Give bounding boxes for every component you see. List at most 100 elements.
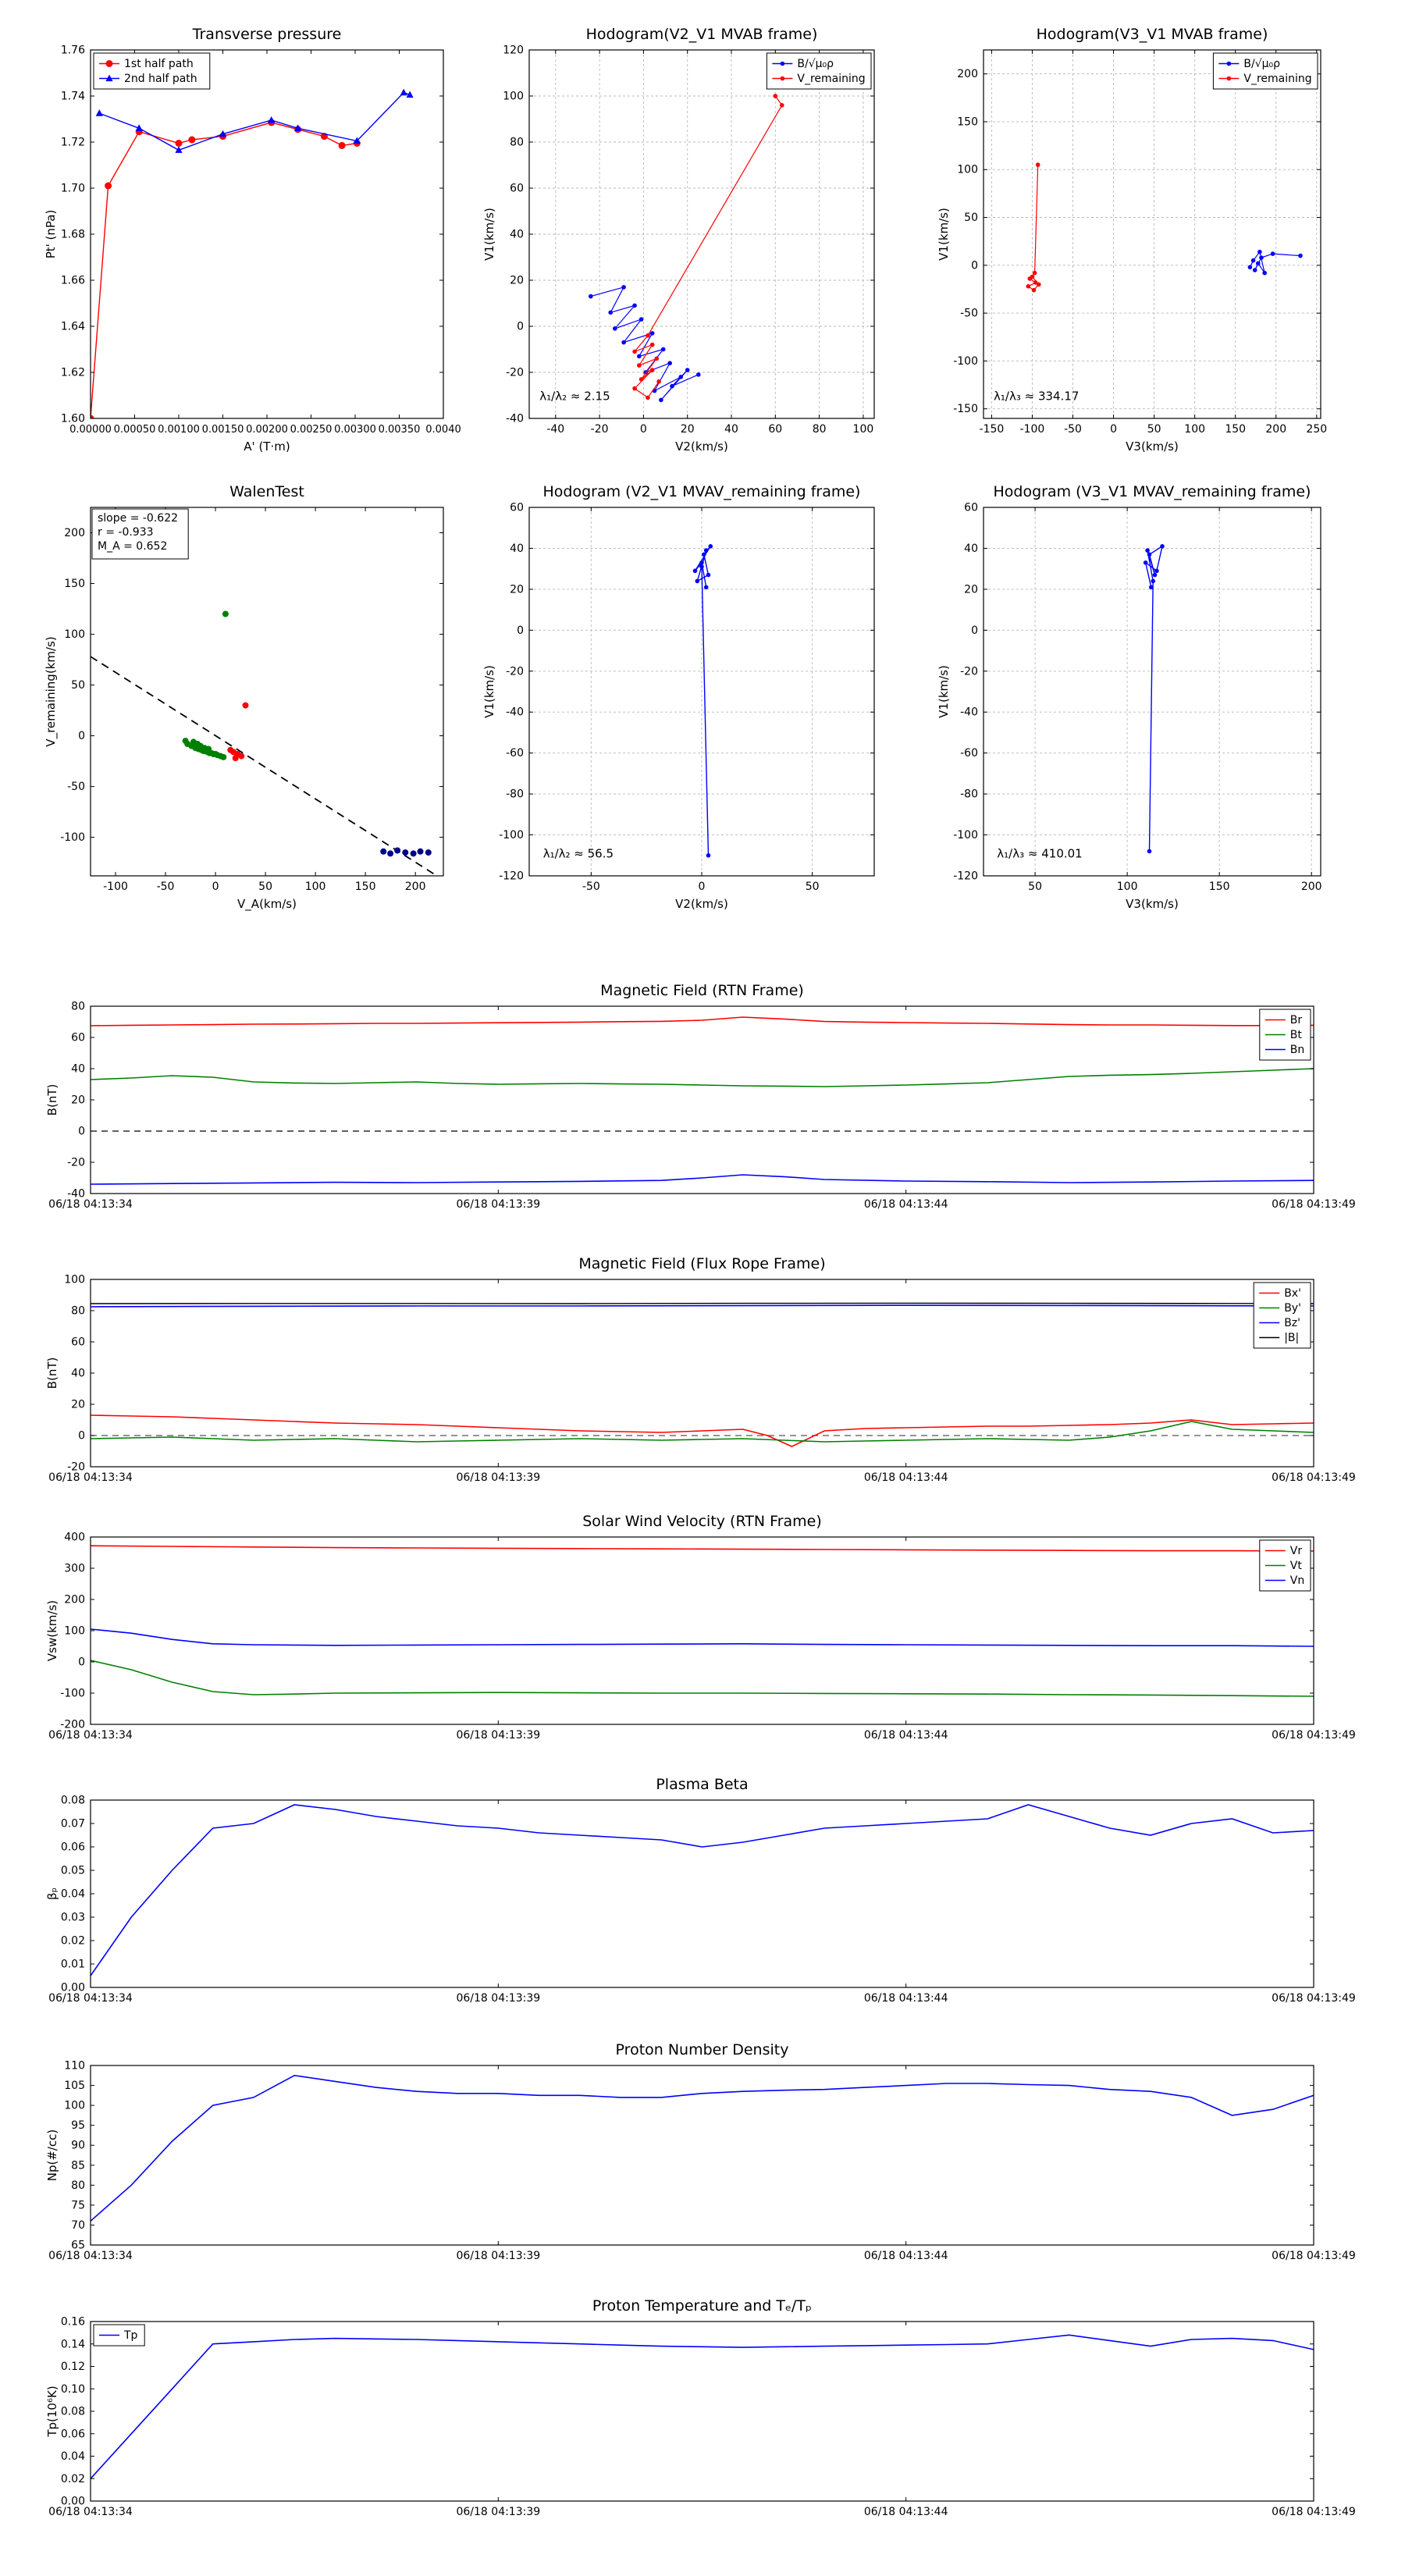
x-axis-label: A' (T·m) [244, 439, 290, 454]
x-tick-label: 80 [813, 423, 827, 436]
y-tick-label: 60 [964, 502, 978, 514]
y-tick-label: -100 [953, 355, 978, 368]
x-tick-label: 0.00300 [334, 424, 376, 436]
x-tick-label: -50 [157, 881, 175, 893]
chart-title: Proton Temperature and Tₑ/Tₚ [592, 2297, 812, 2314]
y-tick-label: -50 [67, 781, 85, 793]
x-tick-label: -40 [546, 423, 564, 436]
y-tick-label: 0.14 [61, 2338, 85, 2350]
x-tick-label: 06/18 04:13:34 [48, 2506, 133, 2518]
transverse-pressure-series-1st half path [91, 122, 357, 418]
lambda-ratio-annotation: λ₁/λ₂ ≈ 56.5 [543, 846, 614, 860]
mag-rtn-series-Br [91, 1016, 1314, 1026]
hodogram-v2v1-mvav-series-B [694, 546, 711, 856]
y-tick-label: 40 [510, 543, 524, 555]
y-tick-label: 0.12 [61, 2361, 85, 2373]
y-tick-label: 100 [957, 164, 978, 176]
mag-fluxrope-series-|B| [91, 1302, 1314, 1304]
y-tick-label: 120 [503, 44, 524, 57]
x-axis-label: V3(km/s) [1126, 897, 1179, 911]
walen-test-markers-red-points [227, 702, 249, 762]
proton-temperature-chart: 06/18 04:13:34 06/18 04:13:39 06/18 04:13:… [42, 2295, 1400, 2521]
y-tick-label: 0.02 [61, 1935, 85, 1948]
y-tick-label: 300 [64, 1563, 85, 1575]
y-tick-label: -80 [960, 788, 978, 801]
x-tick-label: -50 [1064, 423, 1082, 436]
hodogram-v2v1-mvab-svg: -40 -20 0 20 40 60 80 100 -40 -20 0 20 40 60 80 100 120 H… [482, 26, 875, 454]
y-tick-label: 1.66 [61, 275, 85, 287]
y-tick-label: 0.00 [61, 2496, 85, 2508]
y-tick-label: 0.05 [61, 1865, 85, 1877]
y-tick-label: 95 [71, 2119, 85, 2132]
transverse-pressure-chart: 0.00000 0.00050 0.00100 0.00150 0.00200 0.002… [41, 19, 467, 456]
solar-wind-velocity-chart: 06/18 04:13:34 06/18 04:13:39 06/18 04:13:… [42, 1510, 1400, 1745]
x-tick-label: 50 [258, 881, 272, 893]
hodogram-v3v1-mvav-series-B [1144, 545, 1164, 852]
y-tick-label: -60 [960, 747, 978, 760]
y-tick-label: -50 [960, 308, 978, 320]
x-tick-label: 40 [724, 423, 738, 436]
y-tick-label: 80 [71, 2179, 85, 2192]
y-tick-label: 100 [503, 91, 524, 103]
x-tick-label: 100 [853, 423, 874, 436]
x-axis-label: V_A(km/s) [237, 897, 297, 912]
y-tick-label: 60 [71, 1336, 85, 1349]
chart-title: Transverse pressure [192, 26, 342, 43]
vsw-rtn-series-Vt [91, 1660, 1314, 1697]
y-tick-label: 60 [510, 183, 524, 195]
chart-title: Hodogram(V2_V1 MVAB frame) [586, 26, 818, 43]
y-axis-label: V1(km/s) [482, 208, 496, 261]
x-tick-label: 0.00000 [69, 424, 112, 436]
transverse-pressure-svg: 0.00000 0.00050 0.00100 0.00150 0.00200 0.002… [44, 26, 461, 454]
legend-label: Vr [1290, 1545, 1303, 1557]
legend-box [1253, 1282, 1311, 1349]
x-tick-label: 0.0040 [425, 424, 461, 436]
legend-label: |B| [1284, 1332, 1299, 1344]
x-tick-label: 100 [1184, 423, 1205, 436]
legend-label: 2nd half path [124, 73, 197, 85]
x-tick-label: 0 [699, 881, 706, 893]
mag-fluxrope-series-Bx' [91, 1414, 1314, 1447]
y-tick-label: 0.06 [61, 1841, 85, 1854]
y-tick-label: 80 [71, 1305, 85, 1318]
plasma-beta-chart: 06/18 04:13:34 06/18 04:13:39 06/18 04:13:… [42, 1774, 1400, 2008]
x-tick-label: 250 [1306, 423, 1327, 436]
walen-stats-line: slope = -0.622 [98, 512, 178, 525]
legend-label: Bx' [1284, 1287, 1301, 1300]
legend-label: V_remaining [1243, 73, 1311, 85]
mag-fluxrope-svg: 06/18 04:13:34 06/18 04:13:39 06/18 04:13:… [45, 1255, 1356, 1484]
y-tick-label: -100 [60, 1688, 85, 1700]
x-tick-label: 06/18 04:13:44 [864, 1471, 948, 1484]
y-tick-label: 0.07 [61, 1818, 85, 1831]
y-axis-label: V1(km/s) [482, 665, 496, 718]
y-tick-label: -120 [953, 870, 978, 883]
hodogram-v2v1-mvav-svg: -50 0 50 -120 -100 -80 -60 -40 -20 0 20 40 60 Hodogra… [482, 483, 875, 911]
y-tick-label: -100 [499, 829, 524, 841]
y-tick-label: 0.02 [61, 2473, 85, 2485]
y-tick-label: 100 [64, 1625, 85, 1638]
hodogram-v2v1-mvav-markers-B [692, 544, 713, 858]
chart-title: Solar Wind Velocity (RTN Frame) [582, 1513, 822, 1530]
walen-test-chart: -100 -50 0 50 100 150 200 -100 -50 0 50 100 150 200 Wa… [41, 476, 467, 913]
legend-label: Bt [1290, 1029, 1303, 1041]
hodogram-v3v1-mvab-svg: -150 -100 -50 0 50 100 150 200 250 -150 -100 -50 0 50… [937, 26, 1327, 454]
y-axis-label: V1(km/s) [937, 665, 951, 718]
legend-label: Tp [123, 2329, 138, 2342]
proton-density-series-Np [91, 2074, 1314, 2222]
y-tick-label: -20 [506, 665, 524, 678]
x-tick-label: -100 [1020, 423, 1045, 436]
x-tick-label: 0.00250 [290, 424, 333, 436]
y-tick-label: -40 [67, 1188, 85, 1201]
plasma-beta-svg: 06/18 04:13:34 06/18 04:13:39 06/18 04:13:… [45, 1776, 1356, 2005]
y-tick-label: 0.06 [61, 2428, 85, 2440]
hodogram-v2v1-mvab-series-V_remaining [633, 95, 783, 399]
y-tick-label: 1.74 [61, 91, 85, 103]
hodogram-v3v1-mvav-svg: 50 100 150 200 -120 -100 -80 -60 -40 -20 0 20 40 60 Ho… [937, 483, 1322, 911]
walen-stats-line: M_A = 0.652 [98, 540, 167, 553]
mag-rtn-series-Bn [91, 1174, 1314, 1185]
x-tick-label: 0.00100 [158, 424, 200, 436]
y-tick-label: -150 [953, 403, 978, 415]
y-tick-label: 20 [71, 1094, 85, 1107]
chart-title: Plasma Beta [656, 1776, 748, 1793]
